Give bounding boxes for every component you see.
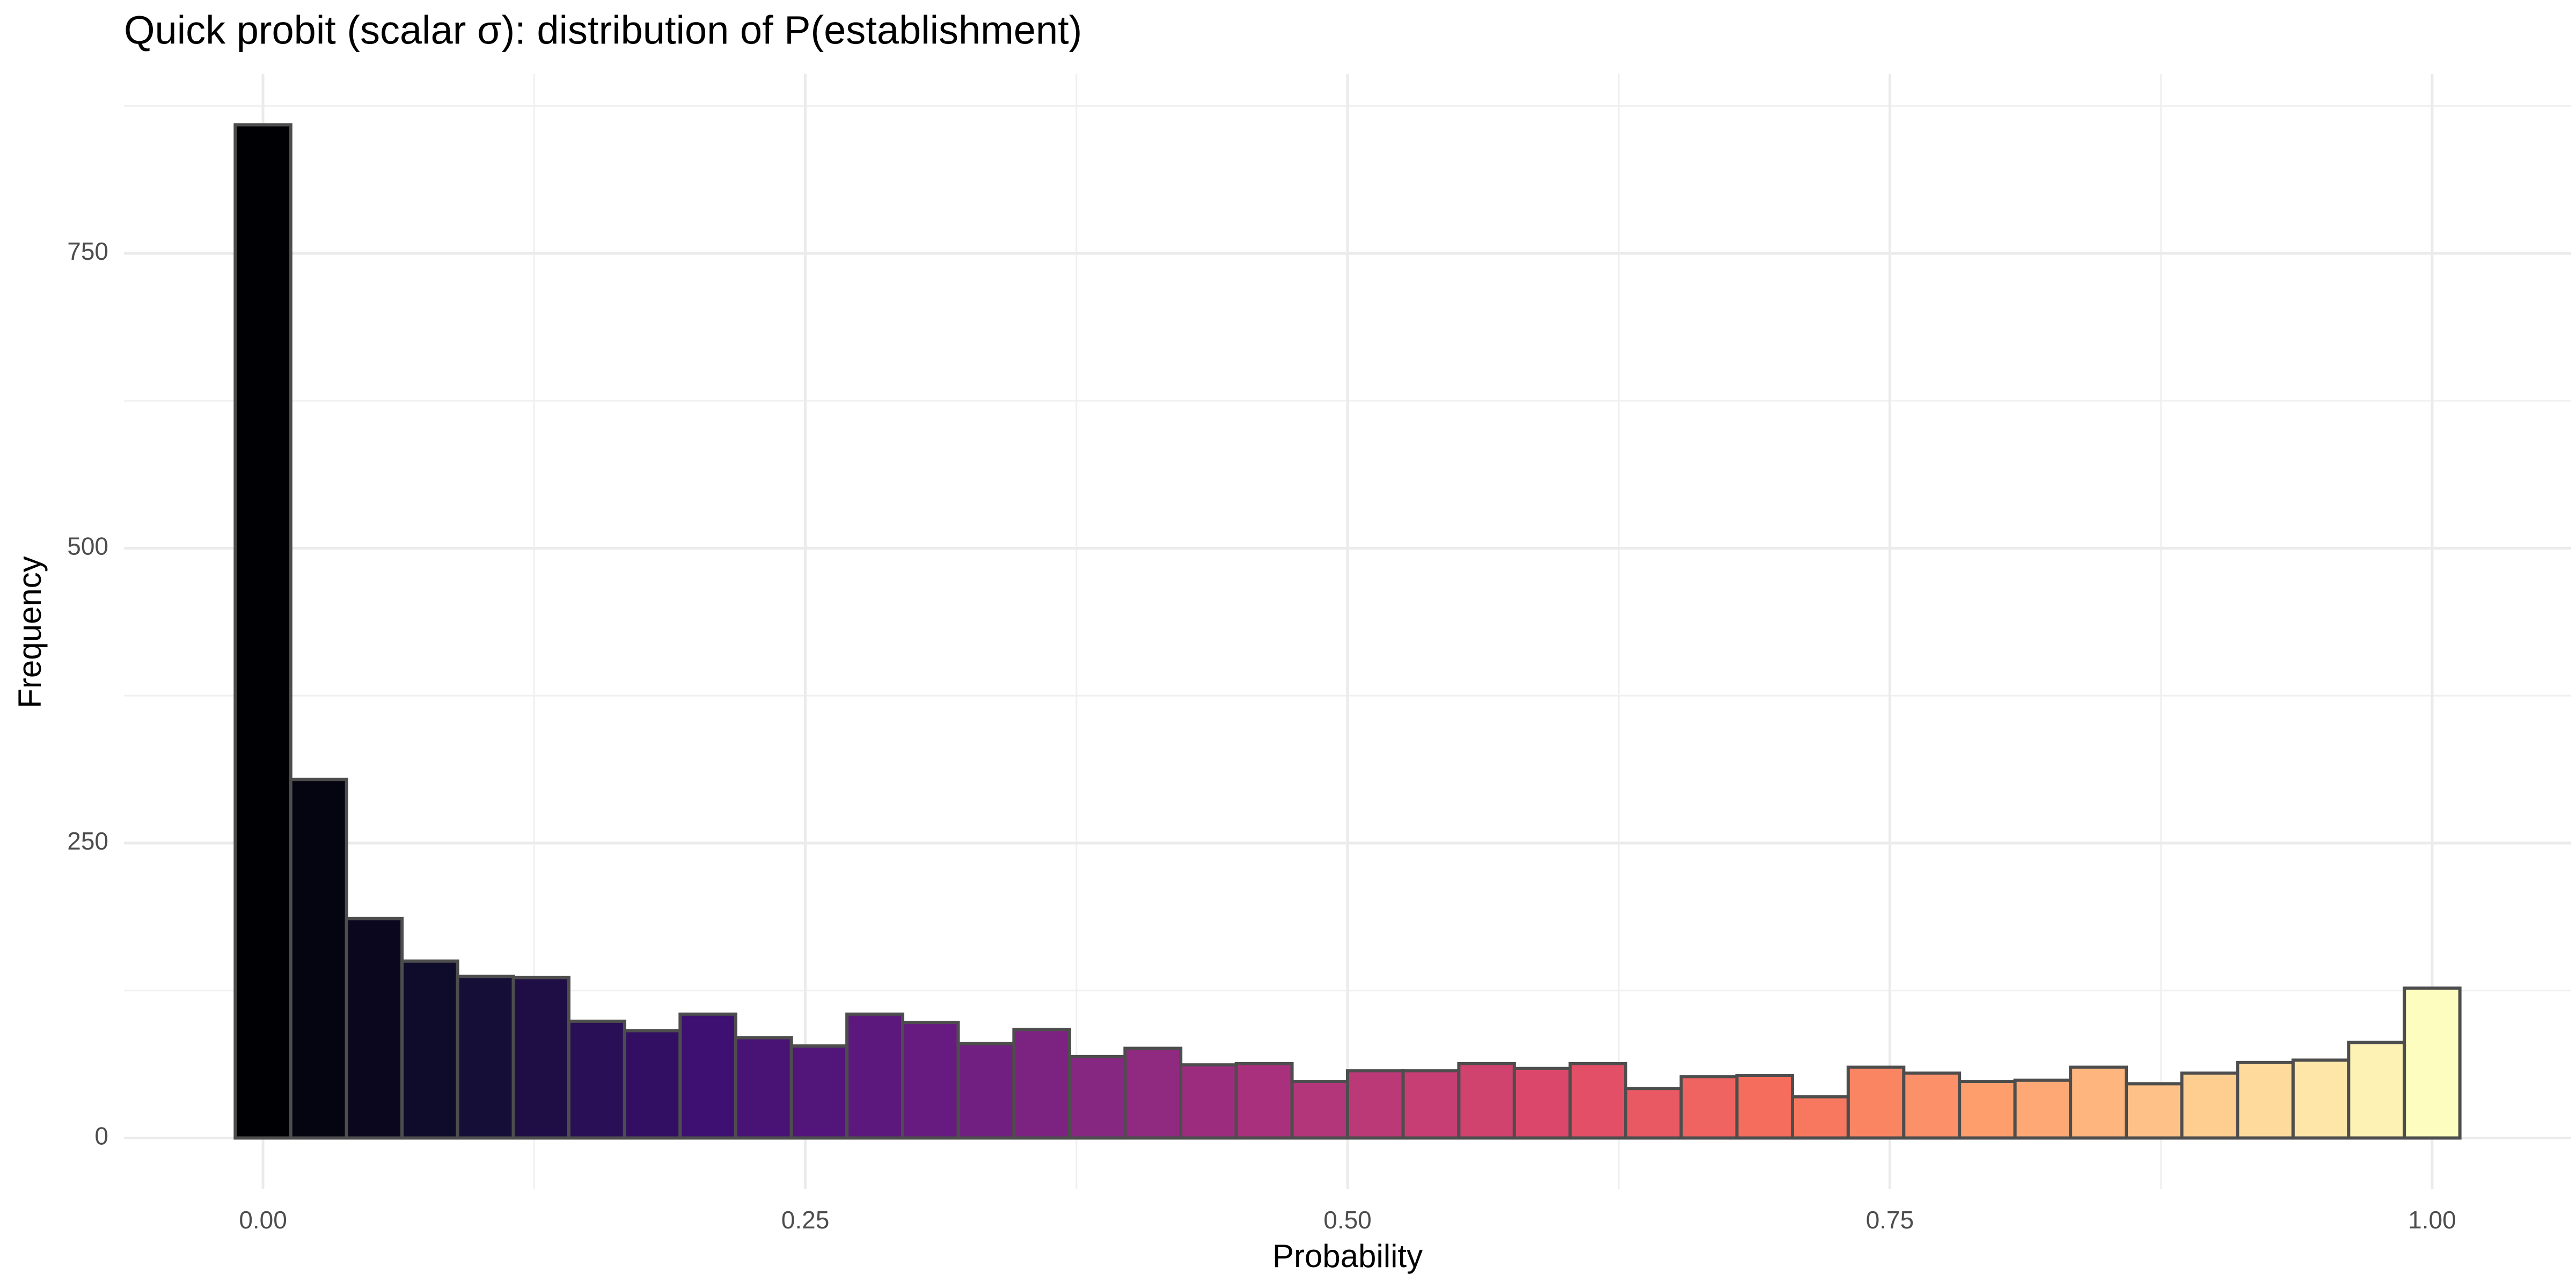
bar	[2236, 1060, 2295, 1140]
bar	[2125, 1082, 2184, 1140]
x-tick-label: 0.00	[239, 1206, 287, 1234]
bar	[1846, 1065, 1906, 1140]
bar	[1346, 1069, 1405, 1140]
x-tick-label: 0.50	[1323, 1206, 1372, 1234]
bar	[233, 123, 292, 1140]
y-axis-title: Frequency	[12, 556, 48, 708]
bar	[845, 1012, 905, 1140]
bar	[1012, 1028, 1071, 1140]
bar	[1958, 1079, 2017, 1140]
bar	[678, 1012, 737, 1140]
y-tick-label: 250	[67, 827, 108, 855]
bar	[400, 959, 459, 1140]
bar	[1457, 1062, 1516, 1140]
bar	[1234, 1062, 1294, 1140]
x-tick-label: 0.25	[781, 1206, 830, 1234]
chart-title: Quick probit (scalar σ): distribution of…	[124, 8, 1082, 53]
bar	[511, 976, 570, 1140]
bar	[789, 1044, 849, 1140]
bar	[2069, 1065, 2128, 1140]
labels: 0.00 0.25 0.50 0.75 1.00 0 250 500 750	[67, 237, 2456, 1234]
bar	[901, 1021, 960, 1140]
bar	[1568, 1062, 1628, 1140]
x-axis-title: Probability	[1272, 1238, 1423, 1274]
bar	[1290, 1079, 1350, 1140]
bar	[289, 778, 348, 1140]
bar	[1735, 1074, 1794, 1140]
y-tick-label: 500	[67, 532, 108, 560]
bar	[1902, 1071, 1962, 1140]
bar	[623, 1029, 682, 1140]
bar	[2013, 1078, 2073, 1140]
bar	[1512, 1066, 1572, 1140]
x-tick-label: 0.75	[1866, 1206, 1914, 1234]
y-tick-label: 750	[67, 237, 108, 265]
bar	[2403, 986, 2462, 1140]
bars	[233, 123, 2462, 1140]
bar	[734, 1036, 793, 1140]
bar	[1123, 1046, 1183, 1140]
bar	[1179, 1063, 1238, 1140]
bar	[1624, 1087, 1683, 1140]
bar	[956, 1042, 1016, 1140]
bar	[567, 1019, 626, 1140]
bar	[2291, 1058, 2351, 1140]
y-tick-label: 0	[94, 1122, 108, 1150]
bar	[345, 917, 404, 1140]
bar	[1067, 1055, 1127, 1140]
bar	[1790, 1095, 1850, 1140]
bar	[2347, 1041, 2406, 1140]
bar	[1679, 1075, 1739, 1140]
bar	[456, 975, 515, 1140]
bar	[2180, 1071, 2240, 1140]
bar	[1401, 1069, 1461, 1140]
x-tick-label: 1.00	[2408, 1206, 2456, 1234]
